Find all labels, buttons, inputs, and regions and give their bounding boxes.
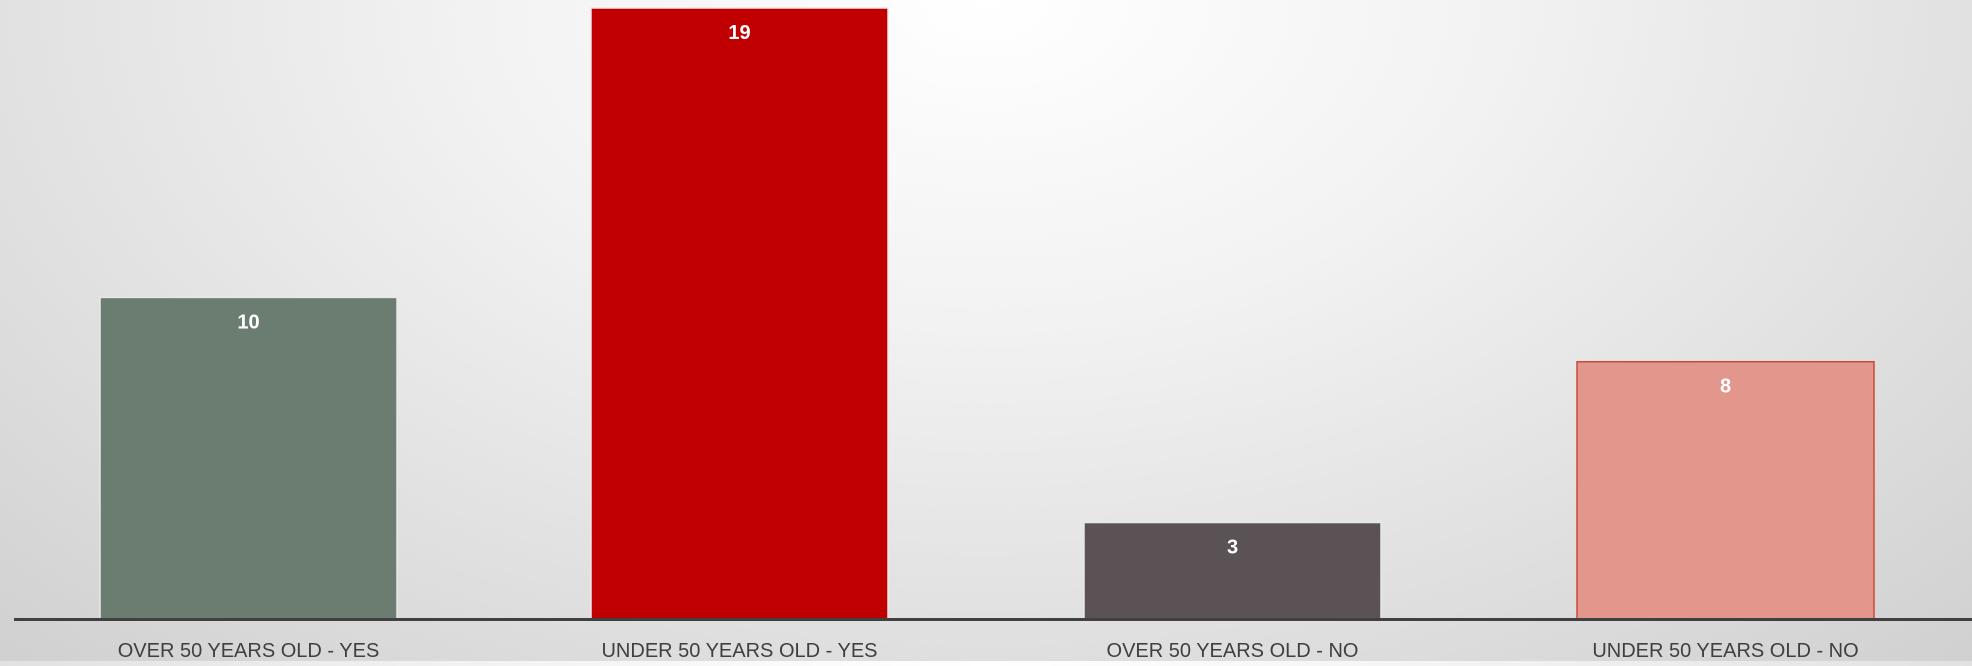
category-label-1: OVER 50 YEARS OLD - YES (118, 640, 380, 661)
category-label-2: UNDER 50 YEARS OLD - YES (601, 640, 877, 661)
data-label-3: 3 (1227, 537, 1238, 559)
category-label-4: UNDER 50 YEARS OLD - NO (1592, 640, 1858, 661)
data-label-2: 19 (728, 22, 750, 44)
bars-layer (99, 7, 1875, 620)
bar-1 (99, 296, 398, 620)
bar-4 (1576, 360, 1875, 620)
category-label-3: OVER 50 YEARS OLD - NO (1107, 640, 1359, 661)
bar-2 (590, 7, 889, 620)
bar-3 (1083, 521, 1382, 620)
data-label-1: 10 (237, 311, 259, 333)
labels-layer: 10 OVER 50 YEARS OLD - YES 19 UNDER 50 YEAR… (118, 22, 1859, 662)
data-label-4: 8 (1720, 376, 1731, 398)
